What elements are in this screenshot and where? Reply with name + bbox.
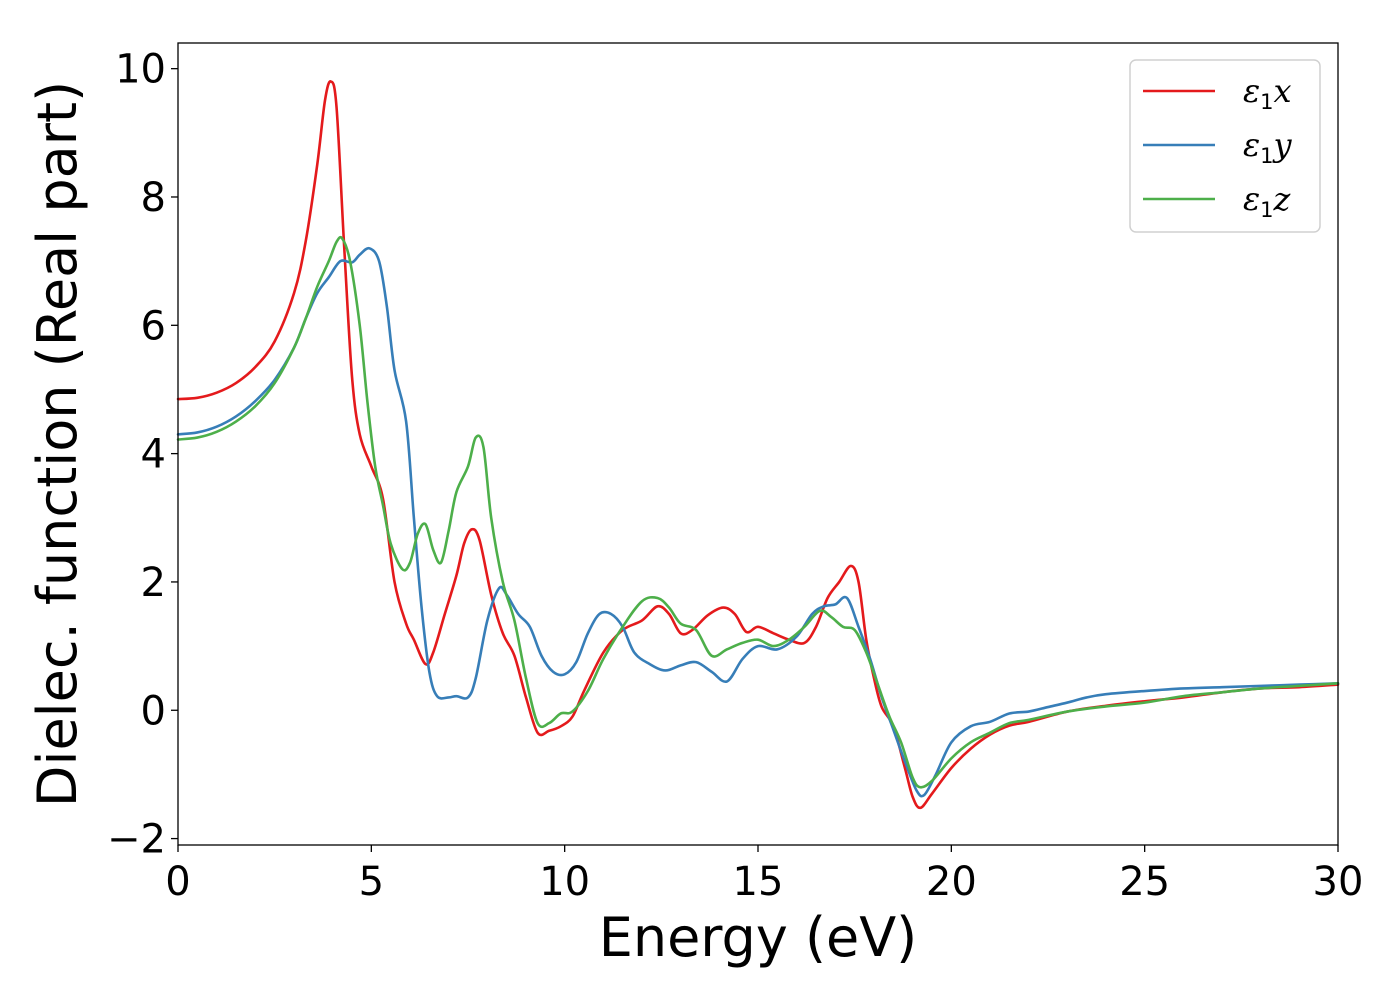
- x-axis-label: Energy (eV): [599, 906, 918, 969]
- y-tick-label: −2: [107, 817, 166, 863]
- legend-label-y: ε1y: [1243, 126, 1293, 168]
- legend: ε1x ε1y ε1z: [1129, 59, 1321, 233]
- x-tick-label: 10: [539, 859, 590, 905]
- x-tick-label: 0: [165, 859, 190, 905]
- y-tick-label: 0: [141, 688, 166, 734]
- x-tick-label: 15: [733, 859, 784, 905]
- series-line-x: [176, 80, 1340, 810]
- x-axis-ticks: 0 5 10 15 20 25 30: [165, 845, 1363, 905]
- y-tick-label: 2: [141, 560, 166, 606]
- y-tick-label: 6: [141, 303, 166, 349]
- y-tick-label: 10: [115, 47, 166, 93]
- legend-box: [1129, 59, 1321, 233]
- y-tick-label: 4: [141, 432, 166, 478]
- series-layer: [176, 80, 1340, 810]
- legend-label-x: ε1x: [1243, 72, 1292, 114]
- series-line-y: [176, 246, 1340, 798]
- y-axis-ticks: −2 0 2 4 6 8 10: [107, 47, 178, 863]
- series-line-z: [176, 236, 1340, 789]
- y-tick-label: 8: [141, 175, 166, 221]
- legend-label-z: ε1z: [1243, 180, 1292, 222]
- x-tick-label: 25: [1119, 859, 1170, 905]
- x-tick-label: 30: [1313, 859, 1364, 905]
- y-axis-label: Dielec. function (Real part): [26, 81, 89, 807]
- x-tick-label: 5: [359, 859, 384, 905]
- x-tick-label: 20: [926, 859, 977, 905]
